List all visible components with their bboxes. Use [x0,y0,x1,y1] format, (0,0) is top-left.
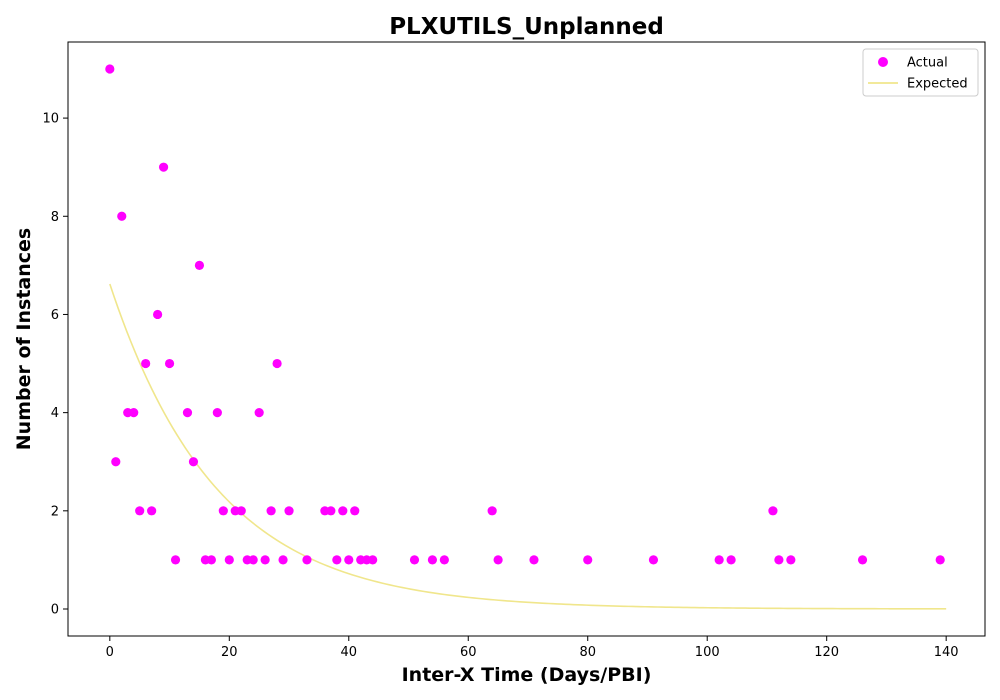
y-tick-label: 4 [51,406,59,421]
actual-point [368,555,378,565]
actual-point [260,555,270,565]
actual-point [786,555,796,565]
actual-point [164,358,175,369]
plot-area [105,64,947,610]
expected-curve [109,283,947,610]
actual-point [332,555,342,565]
actual-point [147,506,157,516]
actual-point [141,358,151,369]
actual-point [194,260,205,270]
actual-point [236,506,246,516]
actual-point [153,309,163,320]
actual-point [583,555,593,565]
actual-point [344,555,354,565]
y-tick-label: 10 [42,112,59,127]
actual-point [248,555,258,565]
actual-point [218,506,228,516]
actual-point [774,555,784,565]
actual-point [857,555,868,565]
legend-actual-marker [878,57,888,67]
legend: Actual Expected [862,48,979,97]
actual-point [935,555,945,565]
actual-point [117,211,127,221]
actual-point [206,555,216,565]
y-tick-label: 0 [51,603,59,618]
actual-point [726,555,736,565]
actual-point [409,555,420,565]
actual-point [487,506,497,516]
x-tick-label: 100 [695,645,720,660]
chart-title: PLXUTILS_Unplanned [389,14,664,40]
x-tick-label: 80 [579,645,596,660]
actual-point [158,162,169,172]
actual-point [768,506,778,516]
y-tick-label: 8 [51,210,59,225]
actual-point [529,555,539,565]
y-tick-label: 6 [51,308,59,323]
actual-point [254,408,264,418]
actual-point [272,358,282,369]
y-tick-label: 2 [51,504,59,519]
actual-point [224,555,234,565]
x-tick-label: 60 [460,645,477,660]
x-tick-label: 20 [221,645,238,660]
actual-point [302,555,312,565]
actual-point [427,555,438,565]
actual-point [170,555,181,565]
x-tick-label: 140 [934,645,959,660]
actual-point [188,457,199,467]
axes-frame [67,41,986,637]
x-tick-label: 120 [814,645,839,660]
actual-point [266,506,276,516]
x-tick-label: 0 [106,645,114,660]
x-tick-label: 40 [341,645,358,660]
axes: 0 20 40 60 80 100 120 140 0 2 4 6 8 10 [42,41,986,660]
actual-point [714,555,724,565]
actual-point [350,506,360,516]
actual-point [284,506,294,516]
actual-point [129,408,139,418]
actual-point [111,457,121,467]
actual-point [326,506,336,516]
y-axis-label: Number of Instances [13,228,35,450]
actual-point [182,408,193,418]
actual-point [439,555,449,565]
actual-point [278,555,288,565]
legend-box [862,48,979,97]
actual-point [135,506,145,516]
actual-point [648,555,659,565]
legend-actual-label: Actual [907,56,948,71]
actual-point [212,408,222,418]
x-axis-label: Inter-X Time (Days/PBI) [402,664,652,686]
legend-expected-label: Expected [907,77,968,92]
actual-point [338,506,348,516]
actual-point [105,64,115,74]
actual-point [493,555,503,565]
